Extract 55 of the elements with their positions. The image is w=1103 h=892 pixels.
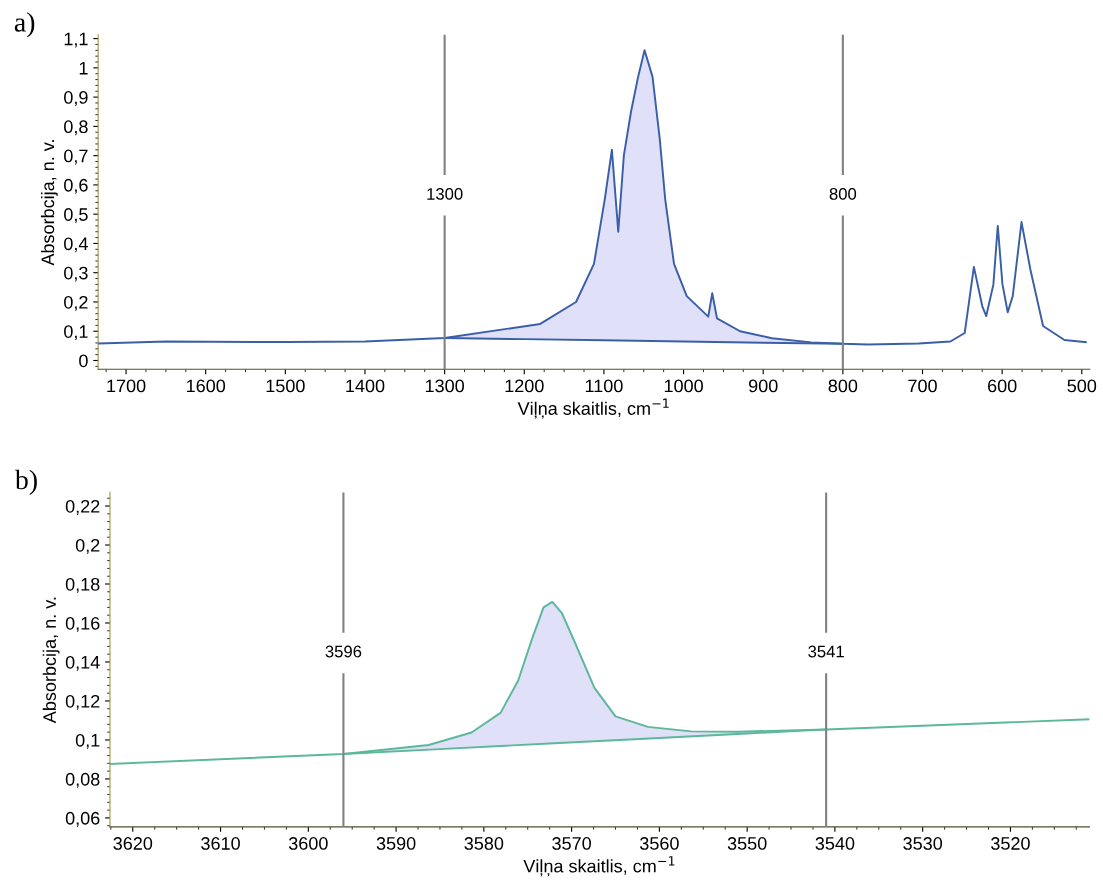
y-axis-title: Absorbcija, n. v. [42, 597, 60, 724]
y-tick-label: 0,3 [64, 266, 88, 282]
y-tick-label: 0,2 [64, 295, 88, 311]
text: a) [14, 12, 35, 38]
ref-line-label: 800 [829, 188, 857, 200]
y-tick-label: 0,9 [64, 91, 88, 106]
y-tick-label: 0,2 [75, 538, 100, 554]
x-tick-label: 3560 [639, 837, 679, 850]
x-tick-label: 3600 [288, 837, 328, 850]
y-tick-label: 0,22 [65, 499, 100, 515]
x-tick-label: 700 [908, 379, 937, 393]
x-tick-label: 1700 [107, 379, 146, 393]
y-tick-label: 0,18 [65, 577, 100, 593]
ref-line-label: 1300 [427, 188, 463, 200]
y-tick-label: 0,06 [65, 811, 100, 827]
y-tick-label: 0,4 [64, 237, 88, 253]
x-tick-label: 3610 [201, 837, 240, 850]
x-tick-label: 1000 [664, 379, 703, 393]
x-axis-title: Viļņa skaitlis, cm$^{−1}$ [517, 398, 669, 419]
y-tick-label: 0 [79, 354, 88, 368]
y-tick-label: 0,14 [65, 655, 100, 671]
x-tick-label: 600 [988, 379, 1017, 393]
y-tick-label: 0,1 [64, 325, 88, 341]
x-tick-label: 3620 [113, 837, 153, 850]
x-tick-label: 1300 [425, 379, 465, 393]
x-tick-label: 800 [828, 379, 858, 393]
x-axis-title: Viļņa skaitlis, cm$^{−1}$ [523, 856, 675, 877]
y-axis-title: Absorbcija, n. v. [40, 140, 58, 266]
x-tick-label: 500 [1067, 379, 1097, 393]
x-tick-label: 3590 [376, 837, 416, 850]
y-tick-label: 1,1 [64, 32, 88, 48]
x-tick-label: 900 [749, 379, 778, 393]
x-tick-label: 3520 [991, 837, 1030, 850]
x-tick-label: 1400 [346, 379, 385, 393]
ref-line-label: 3596 [325, 645, 362, 658]
y-tick-label: 0,6 [64, 178, 88, 194]
y-tick-label: 1 [79, 61, 88, 75]
x-tick-label: 3530 [903, 837, 943, 850]
x-tick-label: 1100 [585, 379, 623, 393]
x-tick-label: 3540 [815, 837, 855, 850]
x-tick-label: 1200 [505, 379, 544, 393]
x-tick-label: 1500 [266, 379, 305, 393]
x-tick-label: 1600 [186, 379, 226, 393]
y-tick-label: 0,08 [65, 772, 100, 788]
y-tick-label: 0,12 [65, 694, 100, 710]
text: b) [14, 469, 37, 495]
x-tick-label: 3580 [464, 837, 504, 850]
x-tick-label: 3550 [727, 837, 767, 850]
ref-line-label: 3541 [808, 645, 844, 658]
y-tick-label: 0,5 [64, 208, 88, 224]
y-tick-label: 0,7 [64, 149, 88, 165]
y-tick-label: 0,16 [65, 616, 100, 632]
y-tick-label: 0,8 [64, 120, 88, 136]
x-tick-label: 3570 [552, 837, 591, 850]
y-tick-label: 0,1 [75, 733, 100, 749]
